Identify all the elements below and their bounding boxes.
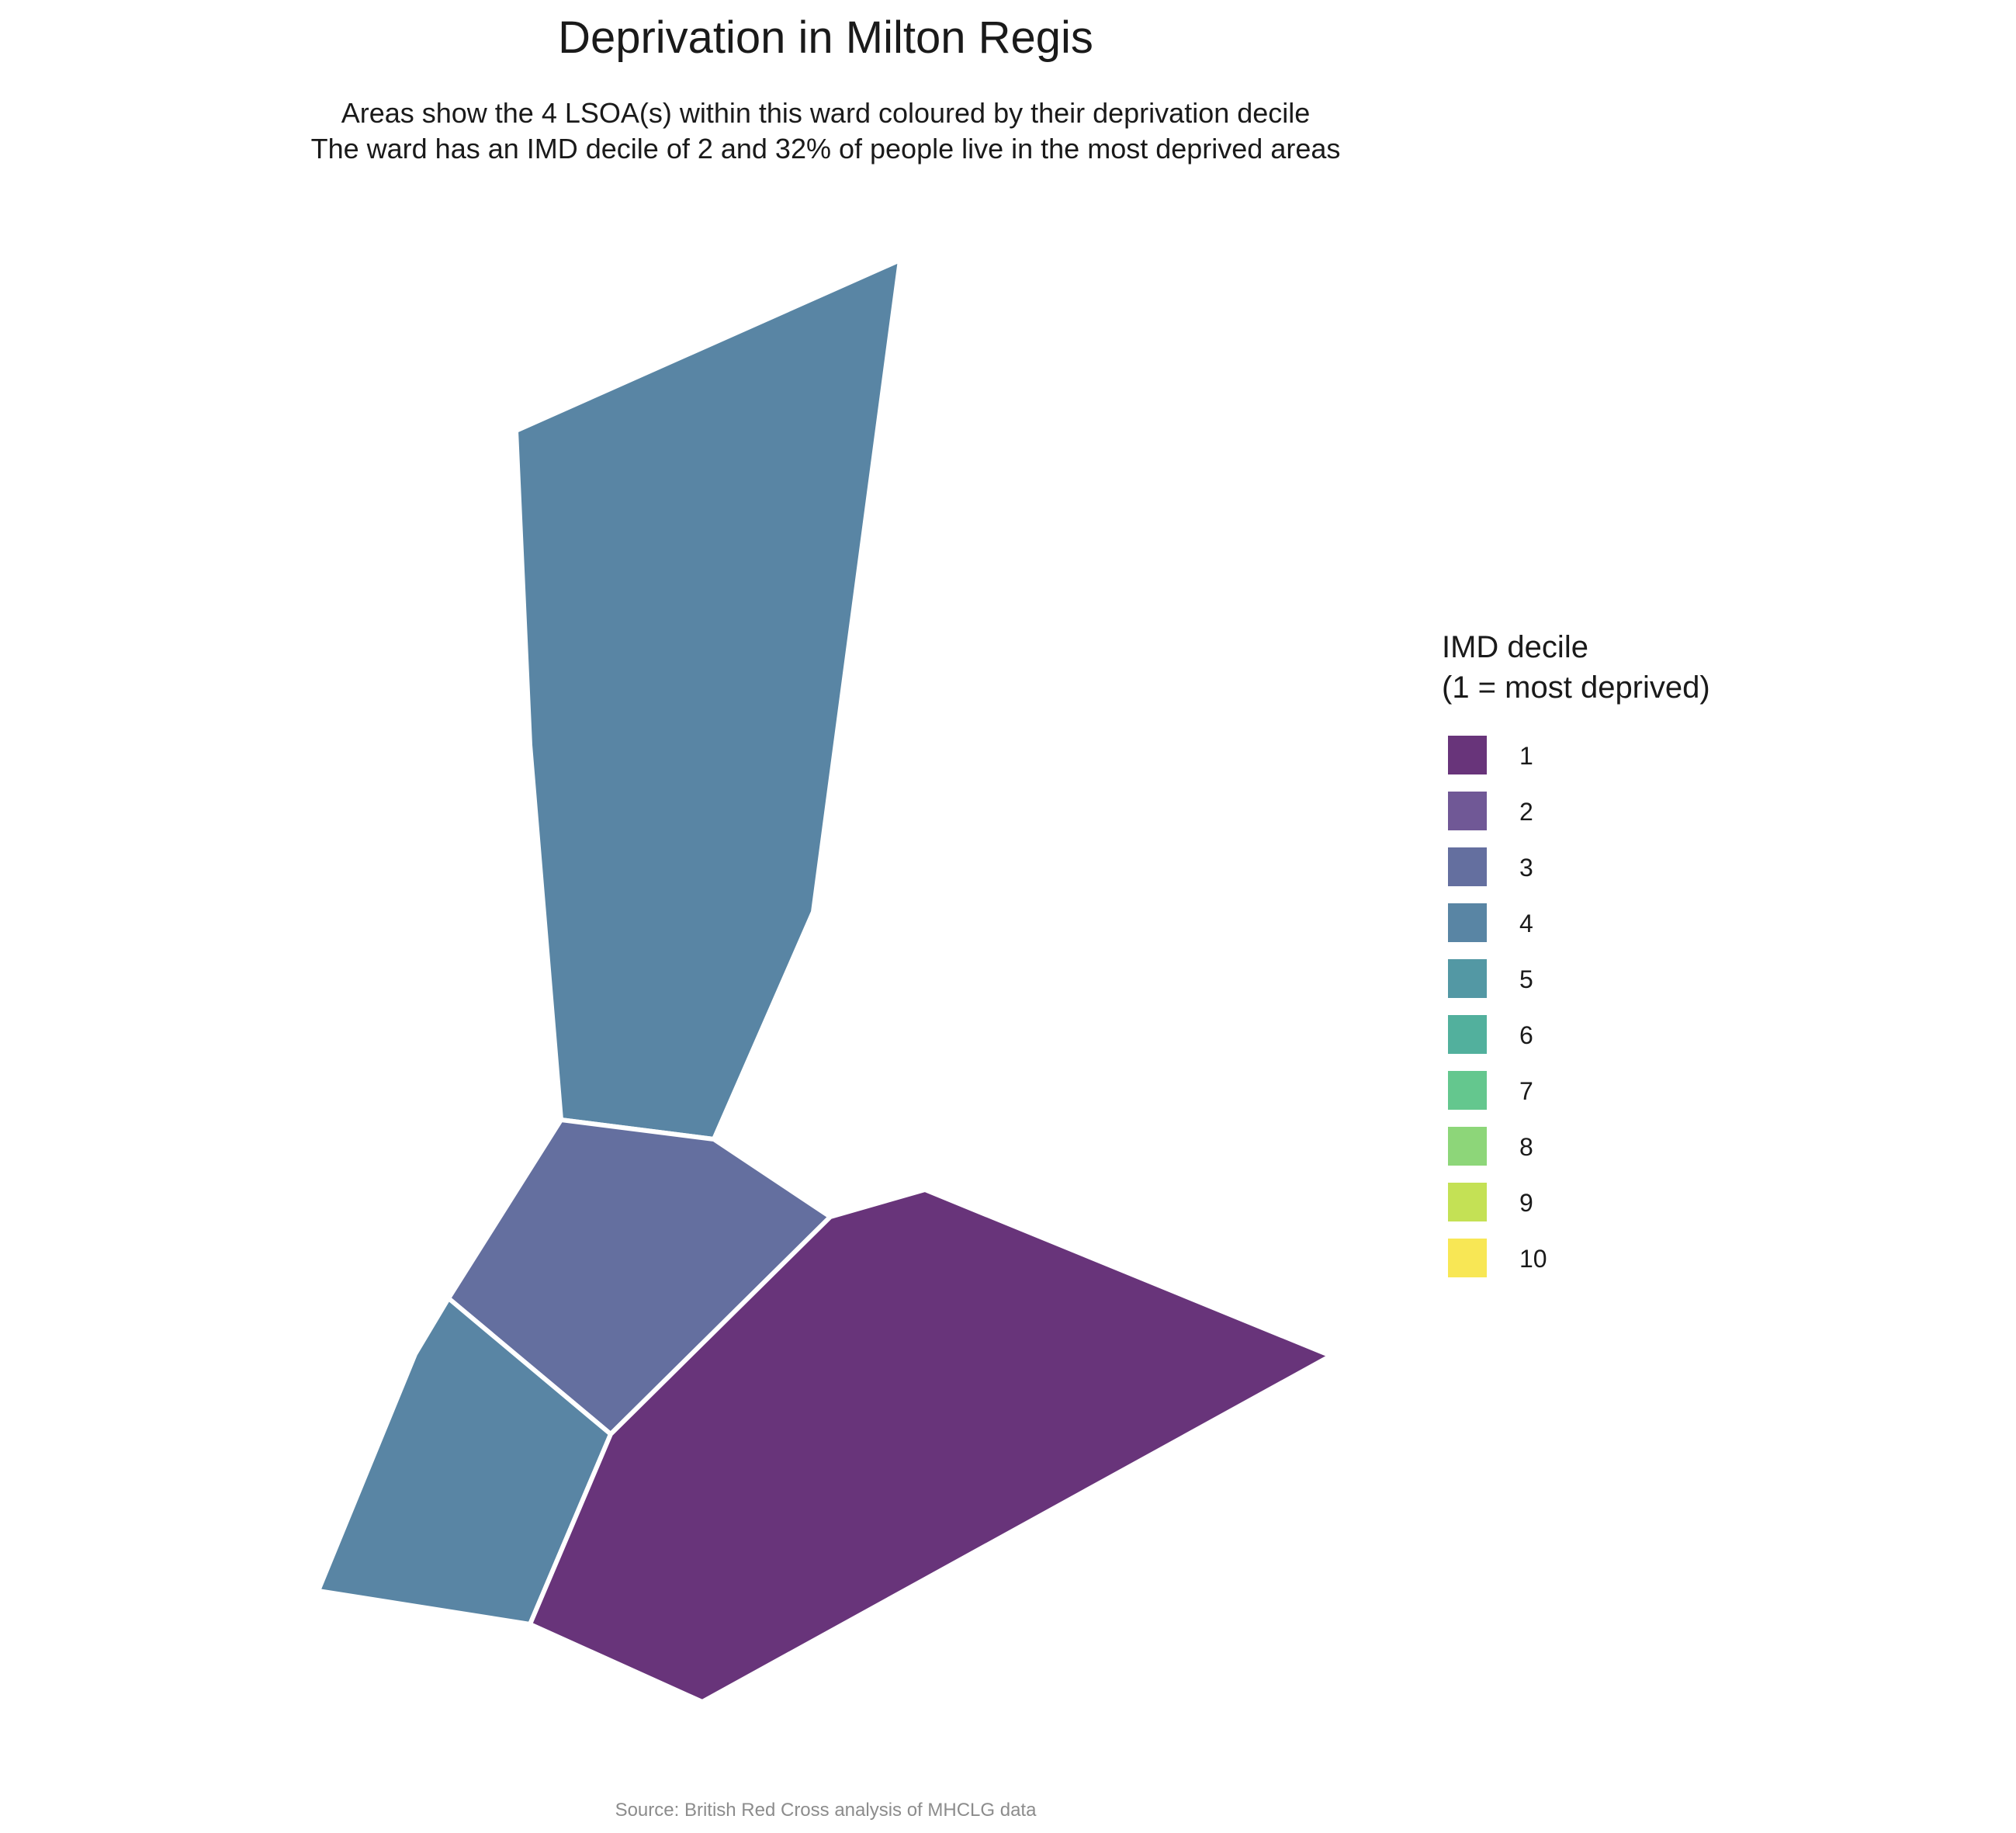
legend-label-8: 8 [1519,1133,1533,1161]
legend-title-line-2: (1 = most deprived) [1442,670,1710,705]
legend-items: 1 2 3 4 5 6 7 8 [1442,736,1710,1294]
legend-label-10: 10 [1519,1245,1547,1273]
legend-item-3: 3 [1442,847,1710,903]
legend-label-6: 6 [1519,1021,1533,1049]
source-caption: Source: British Red Cross analysis of MH… [615,1800,1037,1821]
legend-label-4: 4 [1519,910,1533,937]
legend-item-2: 2 [1442,792,1710,847]
legend-swatch-1 [1448,736,1487,774]
legend-swatch-6 [1448,1015,1487,1054]
legend-label-3: 3 [1519,854,1533,882]
legend-swatch-4 [1448,903,1487,942]
legend-label-1: 1 [1519,742,1533,770]
map-title: Deprivation in Milton Regis [558,12,1093,63]
legend-swatch-2 [1448,792,1487,830]
lsoa-southwest [316,1296,613,1627]
legend-swatch-9 [1448,1183,1487,1221]
legend-swatch-3 [1448,847,1487,886]
legend-item-1: 1 [1442,736,1710,792]
legend-label-7: 7 [1519,1077,1533,1105]
legend-title-line-1: IMD decile [1442,630,1588,664]
legend-item-7: 7 [1442,1071,1710,1127]
map-subtitle-line-1: Areas show the 4 LSOA(s) within this war… [341,97,1311,129]
legend-item-4: 4 [1442,903,1710,959]
legend-label-2: 2 [1519,798,1533,826]
legend-item-9: 9 [1442,1183,1710,1239]
legend: IMD decile (1 = most deprived) 1 2 3 4 5… [1442,627,1710,1294]
legend-swatch-8 [1448,1127,1487,1166]
legend-item-10: 10 [1442,1239,1710,1294]
legend-swatch-5 [1448,959,1487,998]
legend-swatch-7 [1448,1071,1487,1110]
legend-swatch-10 [1448,1239,1487,1277]
lsoa-north [514,258,902,1142]
lsoa-southeast [528,1187,1333,1704]
map-subtitle-line-2: The ward has an IMD decile of 2 and 32% … [310,133,1341,165]
legend-item-5: 5 [1442,959,1710,1015]
legend-item-6: 6 [1442,1015,1710,1071]
legend-label-9: 9 [1519,1189,1533,1217]
legend-label-5: 5 [1519,965,1533,993]
legend-item-8: 8 [1442,1127,1710,1183]
